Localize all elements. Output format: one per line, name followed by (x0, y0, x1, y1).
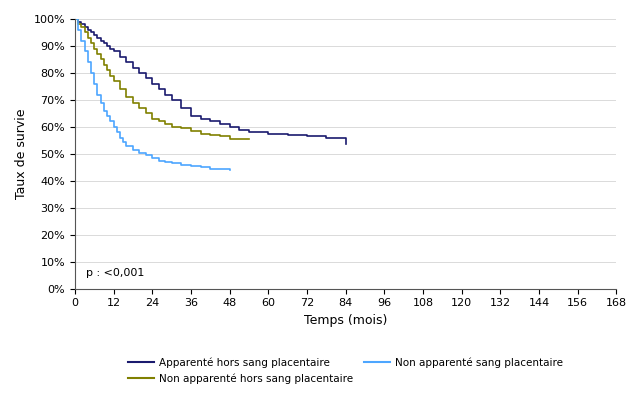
X-axis label: Temps (mois): Temps (mois) (304, 314, 387, 327)
Y-axis label: Taux de survie: Taux de survie (15, 109, 28, 199)
Text: p : <0,001: p : <0,001 (86, 268, 144, 278)
Legend: Apparenté hors sang placentaire, Non apparenté hors sang placentaire, Non appare: Apparenté hors sang placentaire, Non app… (124, 353, 568, 388)
